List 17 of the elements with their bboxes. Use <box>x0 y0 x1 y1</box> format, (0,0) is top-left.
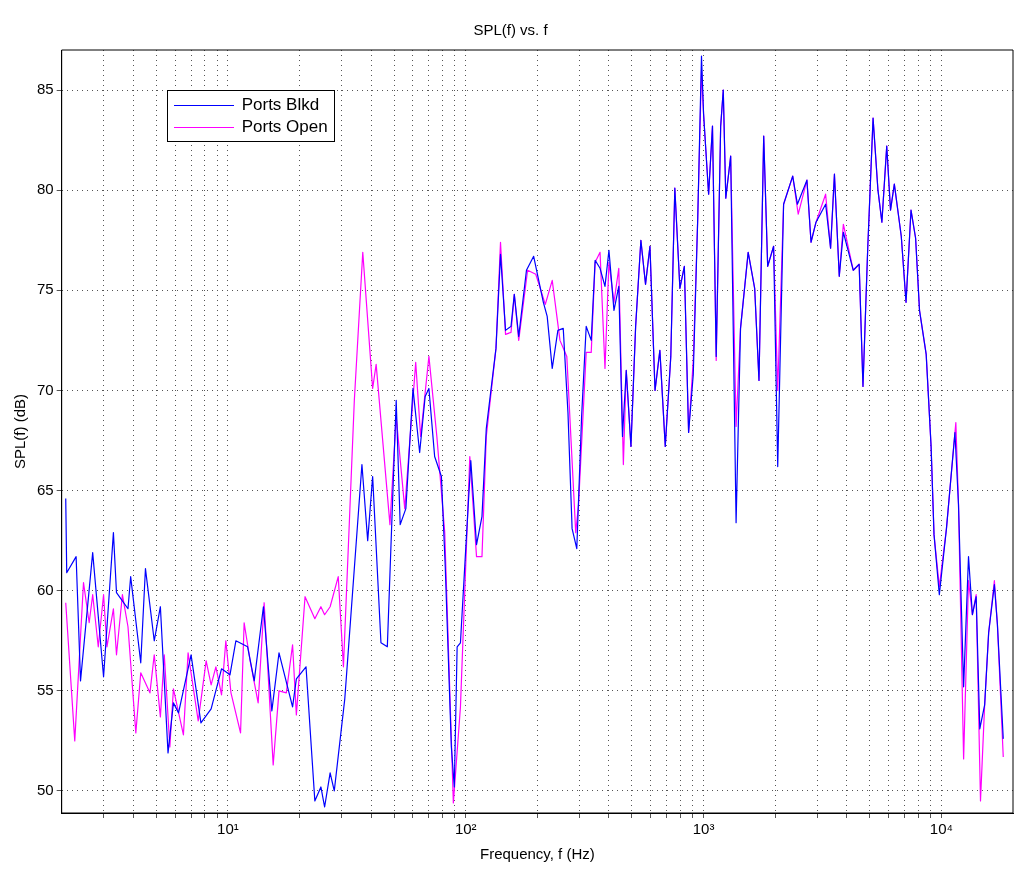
x-axis-title: Frequency, f (Hz) <box>479 845 595 863</box>
y-tick-label: 75 <box>37 280 54 298</box>
x-tick-label: 10³ <box>692 820 715 838</box>
y-tick-label: 70 <box>37 380 54 398</box>
legend-label: Ports Open <box>241 116 328 138</box>
y-axis-title: SPL(f) (dB) <box>11 393 29 470</box>
chart-title: SPL(f) vs. f <box>473 21 549 39</box>
x-tick-label: 10¹ <box>217 820 239 838</box>
y-tick-label: 55 <box>37 680 54 698</box>
y-tick-label: 60 <box>37 580 54 598</box>
x-tick-label: 10² <box>454 820 477 838</box>
x-tick-label: 10⁴ <box>929 820 953 838</box>
legend-label: Ports Blkd <box>241 94 320 116</box>
y-tick-label: 80 <box>37 180 54 198</box>
y-tick-label: 50 <box>37 781 54 799</box>
y-tick-label: 65 <box>37 480 54 498</box>
y-tick-label: 85 <box>37 80 54 98</box>
